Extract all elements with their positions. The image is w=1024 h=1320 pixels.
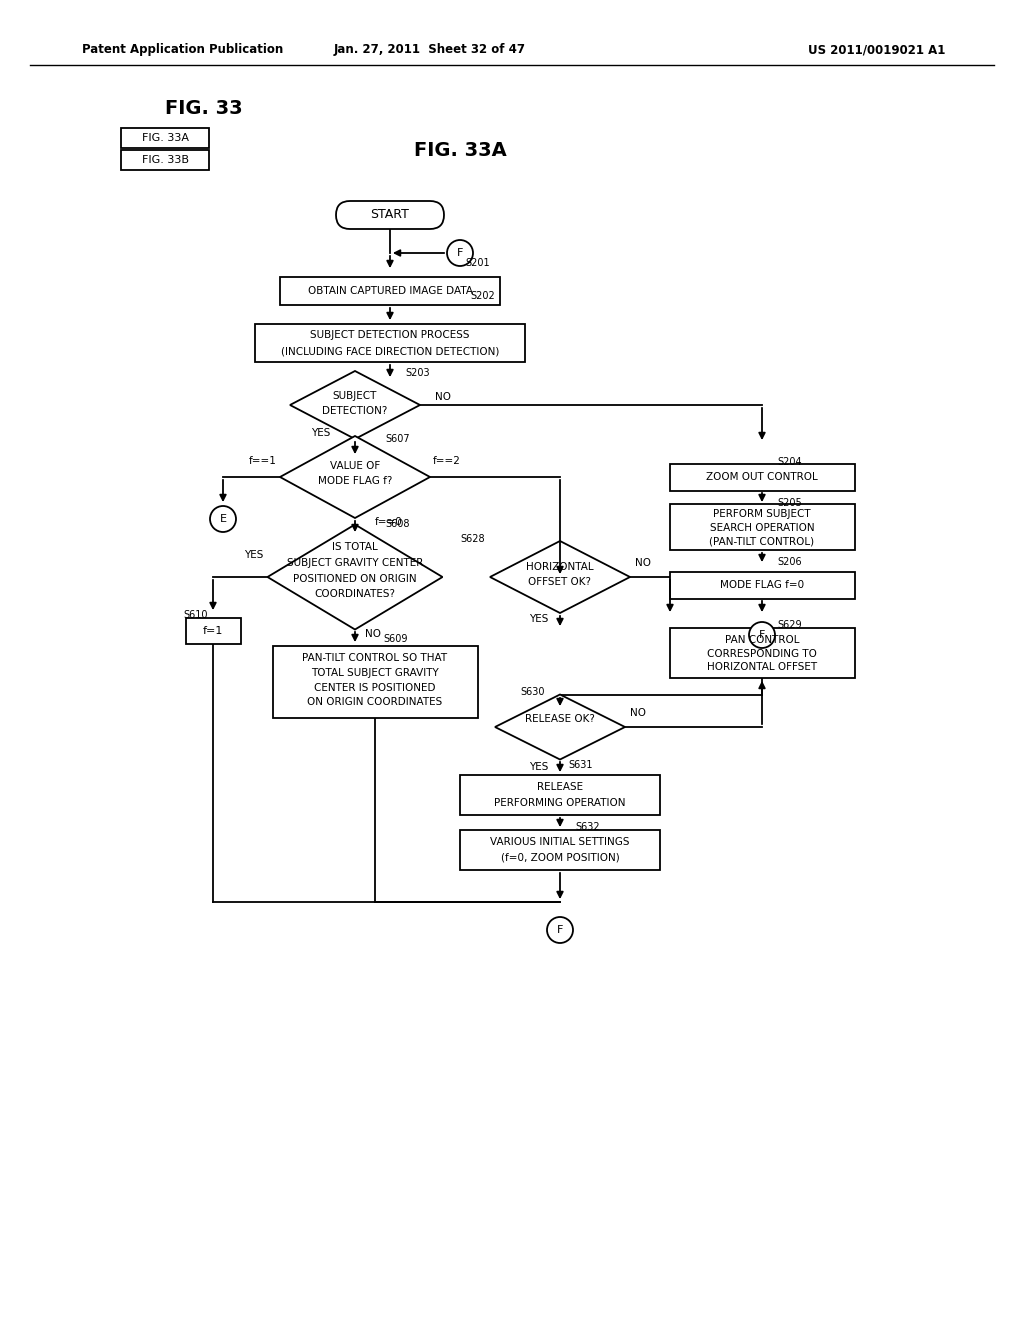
Text: SUBJECT: SUBJECT [333, 391, 377, 401]
Text: (INCLUDING FACE DIRECTION DETECTION): (INCLUDING FACE DIRECTION DETECTION) [281, 346, 499, 356]
Text: (PAN-TILT CONTROL): (PAN-TILT CONTROL) [710, 536, 814, 546]
Text: VALUE OF: VALUE OF [330, 461, 380, 471]
Text: f==2: f==2 [433, 455, 461, 466]
Polygon shape [280, 436, 430, 517]
Text: YES: YES [528, 614, 548, 624]
Text: IS TOTAL: IS TOTAL [332, 543, 378, 552]
Circle shape [210, 506, 236, 532]
Text: S607: S607 [385, 434, 410, 444]
Text: f=1: f=1 [203, 626, 223, 636]
Text: COORDINATES?: COORDINATES? [314, 589, 395, 599]
Text: S205: S205 [777, 498, 802, 508]
FancyBboxPatch shape [121, 150, 209, 170]
Text: SEARCH OPERATION: SEARCH OPERATION [710, 523, 814, 533]
Text: Jan. 27, 2011  Sheet 32 of 47: Jan. 27, 2011 Sheet 32 of 47 [334, 44, 526, 57]
Circle shape [749, 622, 775, 648]
Text: NO: NO [630, 708, 646, 718]
Text: NO: NO [635, 558, 651, 568]
Text: S629: S629 [777, 620, 802, 630]
Text: MODE FLAG f=0: MODE FLAG f=0 [720, 579, 804, 590]
FancyBboxPatch shape [670, 628, 854, 678]
Text: TOTAL SUBJECT GRAVITY: TOTAL SUBJECT GRAVITY [311, 668, 439, 678]
Polygon shape [290, 371, 420, 440]
Text: S608: S608 [385, 519, 410, 529]
FancyBboxPatch shape [121, 128, 209, 148]
Text: S201: S201 [465, 257, 489, 268]
Polygon shape [267, 524, 442, 630]
FancyBboxPatch shape [460, 775, 660, 814]
Text: FIG. 33B: FIG. 33B [141, 154, 188, 165]
Text: ZOOM OUT CONTROL: ZOOM OUT CONTROL [707, 473, 818, 482]
Polygon shape [495, 694, 625, 759]
Text: ON ORIGIN COORDINATES: ON ORIGIN COORDINATES [307, 697, 442, 708]
FancyBboxPatch shape [670, 504, 854, 550]
FancyBboxPatch shape [185, 618, 241, 644]
Text: E: E [219, 513, 226, 524]
Text: YES: YES [310, 428, 330, 438]
Text: f==0: f==0 [375, 517, 402, 527]
FancyBboxPatch shape [460, 830, 660, 870]
Text: S609: S609 [383, 634, 408, 644]
Text: S630: S630 [520, 686, 545, 697]
Text: NO: NO [435, 392, 451, 403]
FancyBboxPatch shape [255, 323, 525, 362]
Text: HORIZONTAL OFFSET: HORIZONTAL OFFSET [707, 663, 817, 672]
Text: FIG. 33A: FIG. 33A [141, 133, 188, 143]
Circle shape [547, 917, 573, 942]
Text: PERFORMING OPERATION: PERFORMING OPERATION [495, 799, 626, 808]
Text: S202: S202 [470, 290, 495, 301]
Text: S610: S610 [183, 610, 208, 620]
Text: NO: NO [365, 630, 381, 639]
Text: YES: YES [528, 762, 548, 772]
Text: FIG. 33: FIG. 33 [165, 99, 243, 117]
Text: YES: YES [244, 550, 263, 560]
Text: DETECTION?: DETECTION? [323, 407, 388, 416]
Text: Patent Application Publication: Patent Application Publication [82, 44, 284, 57]
Text: S628: S628 [461, 535, 485, 544]
Text: POSITIONED ON ORIGIN: POSITIONED ON ORIGIN [293, 574, 417, 583]
FancyBboxPatch shape [670, 572, 854, 598]
Text: OBTAIN CAPTURED IMAGE DATA: OBTAIN CAPTURED IMAGE DATA [307, 286, 472, 296]
Circle shape [447, 240, 473, 267]
Text: (f=0, ZOOM POSITION): (f=0, ZOOM POSITION) [501, 853, 620, 863]
FancyBboxPatch shape [272, 645, 477, 718]
Text: PAN-TILT CONTROL SO THAT: PAN-TILT CONTROL SO THAT [302, 653, 447, 663]
Text: US 2011/0019021 A1: US 2011/0019021 A1 [808, 44, 945, 57]
Text: VARIOUS INITIAL SETTINGS: VARIOUS INITIAL SETTINGS [490, 837, 630, 847]
FancyBboxPatch shape [280, 277, 500, 305]
Text: S206: S206 [777, 557, 802, 568]
Text: S204: S204 [777, 457, 802, 467]
Polygon shape [490, 541, 630, 612]
Text: HORIZONTAL: HORIZONTAL [526, 562, 594, 572]
Text: START: START [371, 209, 410, 222]
Text: PAN CONTROL: PAN CONTROL [725, 635, 800, 645]
Text: F: F [457, 248, 463, 257]
Text: MODE FLAG f?: MODE FLAG f? [317, 477, 392, 486]
Text: f==1: f==1 [249, 455, 278, 466]
Text: RELEASE OK?: RELEASE OK? [525, 714, 595, 723]
FancyBboxPatch shape [670, 463, 854, 491]
Text: PERFORM SUBJECT: PERFORM SUBJECT [713, 510, 811, 519]
Text: RELEASE: RELEASE [537, 781, 583, 792]
Text: CORRESPONDING TO: CORRESPONDING TO [707, 649, 817, 659]
Text: SUBJECT DETECTION PROCESS: SUBJECT DETECTION PROCESS [310, 330, 470, 341]
FancyBboxPatch shape [336, 201, 444, 228]
Text: F: F [557, 925, 563, 935]
Text: S632: S632 [575, 822, 600, 832]
Text: SUBJECT GRAVITY CENTER: SUBJECT GRAVITY CENTER [287, 558, 423, 568]
Text: F: F [759, 630, 765, 640]
Text: CENTER IS POSITIONED: CENTER IS POSITIONED [314, 682, 436, 693]
Text: FIG. 33A: FIG. 33A [414, 140, 507, 160]
Text: S203: S203 [406, 368, 430, 378]
Text: S631: S631 [568, 760, 593, 770]
Text: OFFSET OK?: OFFSET OK? [528, 577, 592, 587]
